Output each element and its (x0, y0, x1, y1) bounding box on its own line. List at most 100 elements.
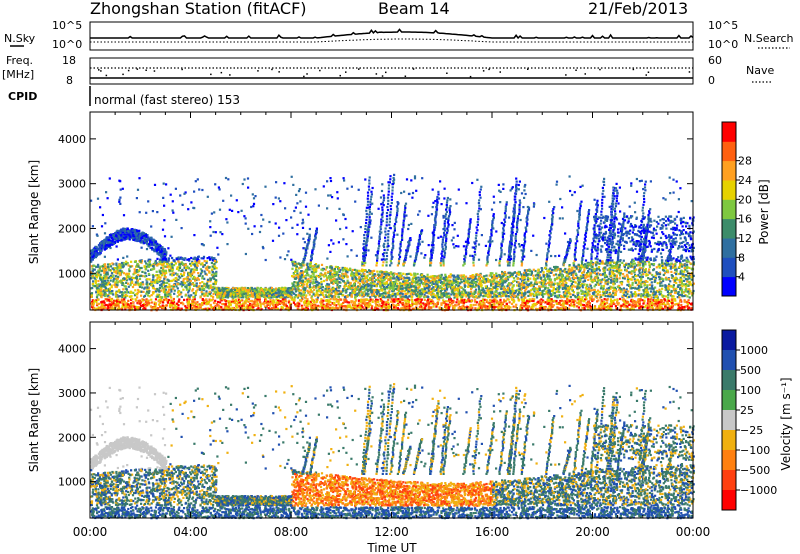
power-cell (104, 281, 107, 284)
power-cell (256, 302, 259, 305)
power-cell (249, 300, 252, 303)
power-cell (304, 268, 308, 271)
power-cell (154, 281, 157, 284)
power-cell (462, 288, 465, 291)
power-cell (390, 272, 393, 275)
power-cell (396, 307, 399, 310)
power-cell (650, 306, 653, 309)
power-cell (315, 306, 318, 309)
power-cell (136, 306, 139, 309)
power-cell (430, 293, 433, 296)
power-cell (608, 303, 611, 306)
power-cell (533, 290, 536, 293)
power-cell (160, 298, 163, 301)
power-cell (378, 303, 381, 306)
power-cell (611, 278, 614, 281)
power-cell (137, 302, 140, 305)
power-cell (301, 307, 304, 311)
power-cell (271, 296, 274, 299)
power-cell (410, 298, 413, 301)
power-cell (320, 263, 324, 266)
power-cell (598, 307, 601, 310)
power-cell (323, 304, 326, 308)
power-cell (104, 306, 107, 309)
power-cell (490, 303, 493, 306)
freq-mark (645, 74, 647, 76)
power-cell (423, 298, 426, 301)
power-cell (600, 285, 603, 288)
power-cell (559, 303, 562, 307)
power-cell (215, 267, 218, 270)
power-cell (329, 297, 332, 301)
power-cell (308, 302, 311, 305)
power-cell (580, 277, 583, 280)
power-cell (613, 274, 616, 277)
power-cell (193, 268, 196, 271)
power-cell (192, 300, 195, 303)
power-cell (237, 298, 240, 301)
power-cell (206, 294, 209, 297)
power-cell (655, 301, 658, 304)
power-cell (93, 264, 96, 267)
power-cell (201, 308, 204, 311)
power-cell (373, 289, 376, 292)
power-cell (165, 304, 168, 307)
power-cell (212, 295, 215, 298)
power-cell (465, 299, 468, 302)
power-cell (550, 303, 553, 306)
power-cell (336, 286, 339, 289)
power-cell (413, 307, 416, 310)
power-cell (148, 302, 151, 305)
power-cell (106, 279, 109, 282)
power-cell (609, 260, 612, 263)
power-cell (336, 300, 339, 303)
power-cell (634, 268, 638, 271)
power-cell (163, 277, 166, 280)
power-cell (281, 286, 284, 289)
power-cell (600, 301, 603, 304)
power-cell (391, 300, 394, 304)
power-cell (528, 298, 531, 301)
power-cell (501, 270, 504, 274)
power-cell (175, 302, 178, 305)
power-cell (99, 275, 102, 278)
power-cell (532, 305, 535, 308)
power-cell (142, 302, 145, 305)
cpid-label: CPID (8, 90, 37, 103)
power-cell (689, 280, 692, 283)
power-cell (145, 274, 148, 278)
power-cell (470, 306, 473, 309)
power-cell (348, 304, 351, 307)
power-cell (642, 292, 646, 296)
power-cell (350, 301, 353, 304)
power-cell (313, 288, 316, 291)
power-cell (144, 304, 147, 307)
freq-mark (575, 69, 577, 71)
power-cell (157, 280, 160, 283)
power-cell (336, 278, 339, 281)
power-cell (669, 263, 672, 266)
power-cell (101, 265, 104, 268)
power-cell (468, 299, 471, 302)
power-cell (523, 271, 526, 275)
power-cell (540, 282, 543, 285)
power-cell (612, 302, 615, 305)
power-cell (552, 274, 555, 277)
power-cell (649, 290, 653, 293)
power-cell (177, 300, 180, 303)
power-cell (389, 281, 392, 284)
power-cell (207, 300, 211, 304)
cpid-text: normal (fast stereo) 153 (94, 93, 240, 107)
power-cell (110, 305, 113, 308)
power-cell (291, 282, 294, 285)
power-cell (503, 305, 506, 308)
power-cell (360, 305, 363, 308)
power-cell (146, 294, 150, 297)
power-cell (285, 305, 288, 308)
power-cell (477, 304, 480, 307)
power-cell (394, 298, 398, 301)
power-cell (423, 307, 426, 310)
power-cell (539, 293, 542, 296)
power-cell (209, 299, 212, 302)
power-cell (180, 307, 183, 310)
